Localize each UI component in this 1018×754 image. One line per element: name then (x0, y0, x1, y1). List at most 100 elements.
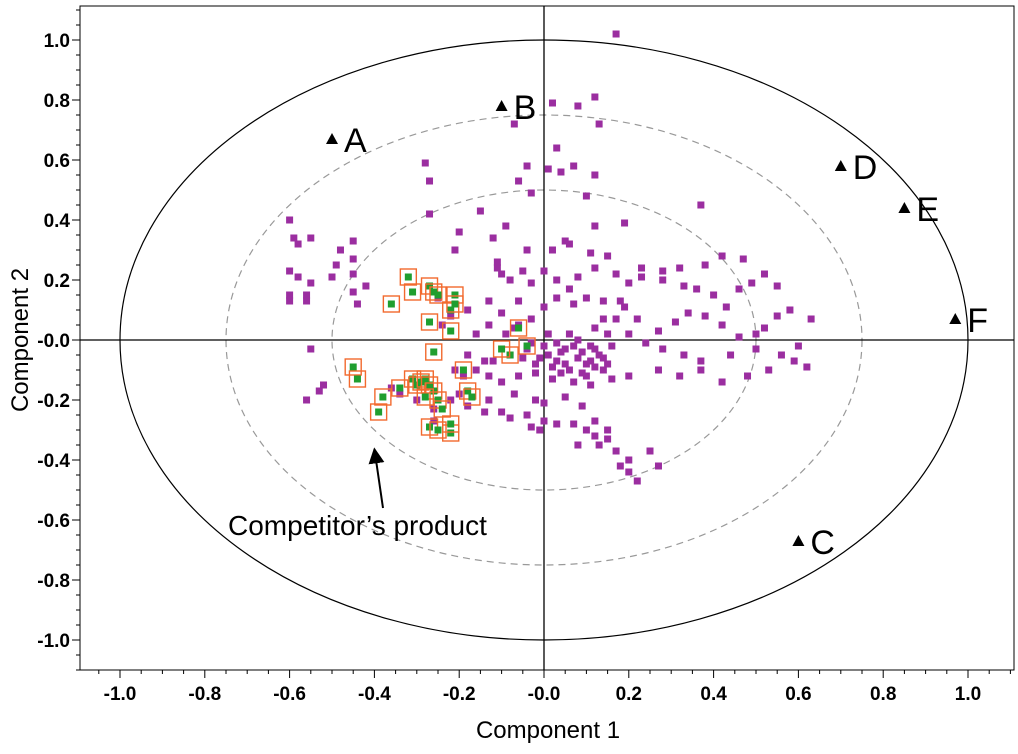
product-point (557, 369, 565, 377)
product-point (638, 273, 646, 281)
y-tick-label: -0.2 (37, 391, 70, 412)
competitor-point (434, 426, 442, 434)
product-point (659, 267, 667, 275)
product-point (307, 345, 315, 353)
competitor-point (523, 342, 531, 350)
product-point (582, 426, 590, 434)
product-point (548, 363, 556, 371)
product-point (676, 264, 684, 272)
competitor-point (387, 300, 395, 308)
competitor-point-outline (416, 388, 434, 406)
y-tick-label: -0.4 (37, 451, 70, 472)
product-point (426, 210, 434, 218)
product-point (303, 297, 311, 305)
product-point (553, 420, 561, 428)
product-point (349, 270, 357, 278)
competitor-point-outline (399, 268, 418, 286)
competitor-point (451, 291, 459, 299)
product-point (621, 303, 629, 311)
competitor-point-outline (420, 313, 439, 331)
y-tick-label: 0.8 (44, 91, 70, 112)
product-point (493, 264, 501, 272)
product-point (485, 372, 493, 380)
product-point (506, 414, 514, 422)
y-tick-label: -0.6 (37, 511, 70, 532)
product-point (519, 267, 527, 275)
product-point (286, 297, 294, 305)
product-point (654, 462, 662, 470)
product-point (527, 279, 535, 287)
competitor-point (426, 381, 434, 389)
product-point (570, 420, 578, 428)
product-point (587, 357, 595, 365)
competitor-point (421, 375, 429, 383)
competitor-point (438, 405, 446, 413)
product-point (701, 312, 709, 320)
product-point (485, 396, 493, 404)
competitor-point-outline (344, 358, 362, 376)
product-point (561, 360, 569, 368)
competitor-point-outline (382, 295, 401, 313)
product-point (578, 402, 586, 410)
product-point (489, 357, 497, 365)
competitor-point-outline (348, 370, 367, 388)
product-point (752, 345, 760, 353)
competitor-point-outline (429, 421, 447, 439)
product-point (540, 342, 548, 350)
product-point (510, 390, 518, 398)
product-point (697, 357, 705, 365)
product-point (553, 339, 561, 347)
product-point (591, 363, 599, 371)
product-point (676, 372, 684, 380)
product-point (455, 228, 463, 236)
product-point (532, 396, 540, 404)
product-point (591, 222, 599, 230)
reference-triangle-a (326, 133, 338, 144)
product-point (595, 351, 603, 359)
competitor-point (421, 393, 429, 401)
competitor-point (447, 306, 455, 314)
product-point (557, 348, 565, 356)
product-point (612, 270, 620, 278)
product-point (807, 315, 815, 323)
competitor-point-outline (442, 301, 460, 319)
product-point (515, 177, 523, 185)
product-point (396, 390, 404, 398)
product-point (591, 432, 599, 440)
competitor-point (515, 324, 523, 332)
competitor-point-outline (429, 391, 447, 409)
product-point (502, 330, 510, 338)
competitor-point (451, 300, 459, 308)
product-point (565, 330, 573, 338)
competitor-point (379, 393, 387, 401)
product-point (587, 342, 595, 350)
product-point (481, 408, 489, 416)
reference-triangle-e (898, 202, 911, 213)
product-point (565, 240, 573, 248)
product-point (659, 276, 667, 284)
product-point (697, 201, 705, 209)
product-point (307, 279, 315, 287)
product-point (701, 261, 709, 269)
product-point (303, 396, 311, 404)
product-point (574, 354, 582, 362)
product-point (591, 417, 599, 425)
product-point (489, 234, 497, 242)
product-point (735, 285, 743, 293)
product-point (718, 378, 726, 386)
product-point (476, 207, 484, 215)
product-point (557, 168, 565, 176)
product-point (604, 435, 612, 443)
product-point (561, 237, 569, 245)
product-point (748, 279, 756, 287)
product-point (349, 255, 357, 263)
competitor-point-outline (458, 382, 477, 400)
product-point (570, 378, 578, 386)
product-point (570, 162, 578, 170)
product-point (544, 165, 552, 173)
product-point (582, 192, 590, 200)
x-tick-label: -0.0 (528, 684, 561, 705)
y-tick-label: -0.8 (37, 571, 70, 592)
product-point (570, 342, 578, 350)
competitor-point-outline (492, 340, 511, 358)
